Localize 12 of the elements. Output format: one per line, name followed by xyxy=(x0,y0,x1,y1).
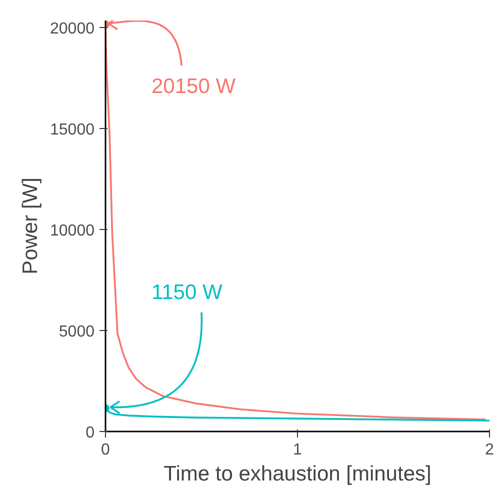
x-axis-title: Time to exhaustion [minutes] xyxy=(164,462,432,486)
y-tick-label: 15000 xyxy=(50,122,95,139)
x-tick-label: 1 xyxy=(293,442,302,458)
y-tick-label: 10000 xyxy=(50,222,95,240)
x-tick-label: 2 xyxy=(485,442,494,458)
annotation: 1150 W xyxy=(152,280,222,304)
x-tick-label: 0 xyxy=(101,442,110,458)
y-axis-title: Power [W] xyxy=(19,178,42,274)
y-tick-label: 0 xyxy=(86,424,95,442)
y-tick-label: 5000 xyxy=(58,324,95,341)
y-tick-label: 20000 xyxy=(50,20,95,38)
annotation: 20150 W xyxy=(152,75,236,98)
